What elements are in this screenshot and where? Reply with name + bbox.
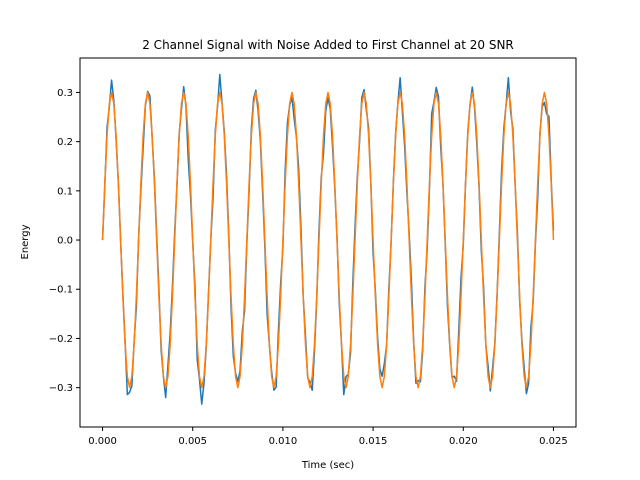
chart-title: 2 Channel Signal with Noise Added to Fir… bbox=[142, 38, 514, 52]
axes-frame bbox=[79, 57, 577, 428]
y-tick-label: −0.1 bbox=[49, 285, 73, 296]
x-tick-label: 0.015 bbox=[359, 436, 388, 447]
x-axis-label: Time (sec) bbox=[301, 460, 354, 471]
x-tick-label: 0.025 bbox=[539, 436, 568, 447]
plot-area bbox=[101, 73, 555, 405]
x-tick-label: 0.020 bbox=[449, 436, 478, 447]
y-axis: −0.3 −0.2 −0.1 0.0 0.1 0.2 0.3 bbox=[49, 88, 80, 394]
x-tick-label: 0.000 bbox=[88, 436, 117, 447]
y-tick-label: 0.1 bbox=[57, 186, 73, 197]
x-tick-label: 0.010 bbox=[269, 436, 298, 447]
y-tick-label: 0.0 bbox=[57, 236, 73, 247]
y-tick-label: 0.2 bbox=[57, 137, 73, 148]
y-tick-label: 0.3 bbox=[57, 88, 73, 99]
series-2-line bbox=[101, 91, 555, 389]
x-axis: 0.000 0.005 0.010 0.015 0.020 0.025 bbox=[88, 427, 568, 447]
y-tick-label: −0.2 bbox=[49, 334, 73, 345]
y-axis-label: Energy bbox=[20, 224, 31, 259]
x-tick-label: 0.005 bbox=[178, 436, 207, 447]
y-tick-label: −0.3 bbox=[49, 383, 73, 394]
